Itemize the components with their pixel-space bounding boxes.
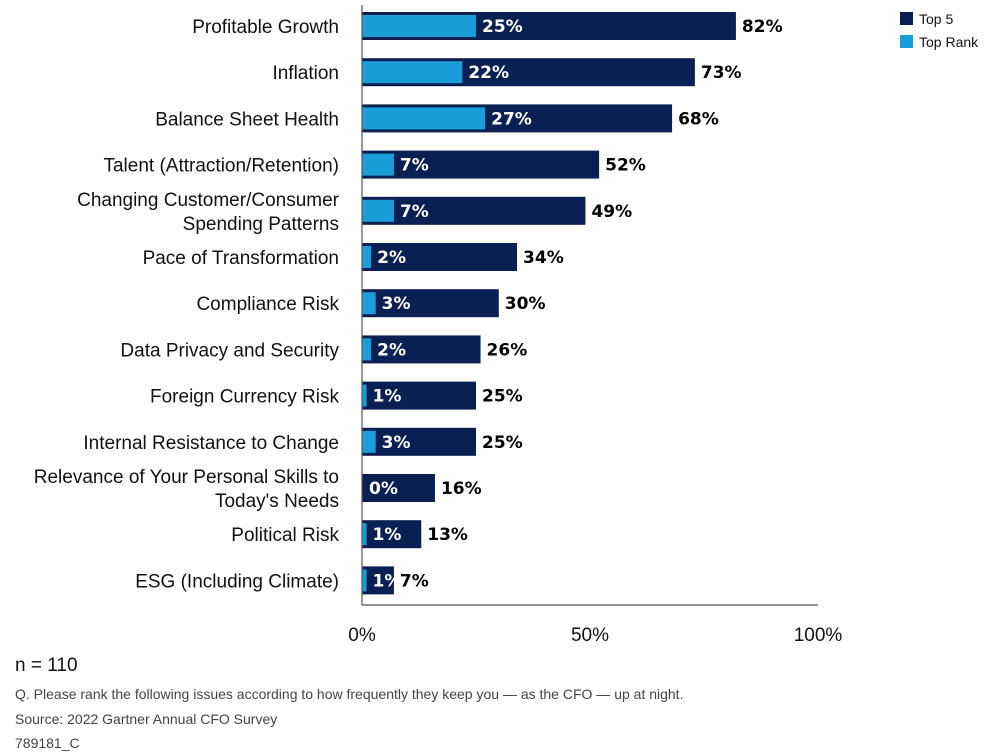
bar-top-rank — [362, 523, 367, 546]
bar-top5 — [362, 381, 476, 410]
category-label: Profitable Growth — [192, 17, 339, 38]
top5-value-label: 49% — [591, 202, 632, 222]
category-labels-group: Profitable Growth Inflation Balance Sheet … — [34, 17, 340, 592]
bars-group: 25% 82% 22% 73% 27% 68% 7% 52% 7% 49% 2% 34% 3% 30% 2%… — [362, 12, 783, 595]
figure-code: 789181_C — [15, 735, 80, 751]
bar-top-rank — [362, 107, 486, 130]
bar-top5 — [362, 520, 422, 549]
bar-top-rank — [362, 384, 367, 407]
bar-top5 — [362, 150, 600, 179]
bar-top-rank — [362, 338, 372, 361]
bar-top-rank — [362, 569, 367, 592]
bar-chart: 25% 82% 22% 73% 27% 68% 7% 52% 7% 49% 2% 34% 3% 30% 2%… — [34, 5, 979, 646]
category-label: Internal Resistance to Change — [83, 433, 339, 454]
category-label: Data Privacy and Security — [120, 340, 339, 361]
top-rank-value-label: 7% — [400, 202, 429, 222]
category-label: Pace of Transformation — [143, 248, 339, 269]
category-label: Compliance Risk — [196, 294, 339, 315]
sample-size-note: n = 110 — [15, 655, 78, 676]
bar-top5 — [362, 243, 518, 271]
category-label: Balance Sheet Health — [155, 109, 339, 130]
top-rank-value-label: 25% — [482, 17, 523, 37]
category-label: Foreign Currency Risk — [150, 387, 339, 408]
top5-value-label: 25% — [482, 387, 523, 407]
bar-top5 — [362, 196, 586, 225]
bar-top-rank — [362, 292, 376, 315]
category-label: Relevance of Your Personal Skills to Toda… — [34, 467, 339, 512]
top5-value-label: 34% — [523, 248, 564, 268]
top-rank-value-label: 7% — [400, 156, 429, 176]
top5-value-label: 16% — [441, 479, 482, 499]
top-rank-value-label: 27% — [491, 109, 532, 129]
legend: Top 5 Top Rank — [900, 11, 979, 50]
top-rank-value-label: 2% — [377, 248, 406, 268]
category-label: Inflation — [272, 63, 339, 84]
top-rank-value-label: 1% — [373, 525, 402, 545]
source-note: Source: 2022 Gartner Annual CFO Survey — [15, 711, 278, 727]
legend-swatch — [900, 12, 913, 25]
bar-top5 — [362, 474, 435, 502]
x-tick-label: 50% — [571, 625, 609, 646]
top5-value-label: 26% — [487, 340, 528, 360]
bar-top-rank — [362, 246, 372, 268]
question-note: Q. Please rank the following issues acco… — [15, 686, 684, 702]
top-rank-value-label: 1% — [373, 387, 402, 407]
bar-top-rank — [362, 15, 476, 37]
category-label: Talent (Attraction/Retention) — [103, 156, 339, 177]
legend-label: Top Rank — [919, 34, 979, 50]
top5-value-label: 52% — [605, 156, 646, 176]
bar-top-rank — [362, 153, 394, 176]
top-rank-value-label: 2% — [377, 340, 406, 360]
bar-top-rank — [362, 61, 463, 84]
bar-top5 — [362, 427, 476, 456]
top-rank-value-label: 22% — [468, 63, 509, 83]
bar-top-rank — [362, 430, 376, 453]
top5-value-label: 25% — [482, 433, 523, 453]
bar-top5 — [362, 289, 499, 318]
top-rank-value-label: 1% — [373, 571, 402, 591]
top5-value-label: 73% — [701, 63, 742, 83]
top-rank-value-label: 0% — [369, 479, 398, 499]
x-tick-label: 100% — [794, 625, 843, 646]
top5-value-label: 68% — [678, 109, 719, 129]
top5-value-label: 13% — [427, 525, 468, 545]
top-rank-value-label: 3% — [382, 433, 411, 453]
x-ticks-group: 0% 50% 100% — [348, 625, 842, 646]
top-rank-value-label: 3% — [382, 294, 411, 314]
legend-label: Top 5 — [919, 11, 953, 27]
top5-value-label: 82% — [742, 17, 783, 37]
bar-top5 — [362, 335, 481, 364]
x-tick-label: 0% — [348, 625, 376, 646]
bar-top-rank — [362, 199, 394, 222]
bar-top5 — [362, 566, 394, 595]
top5-value-label: 7% — [400, 571, 429, 591]
category-label: Changing Customer/Consumer Spending Patte… — [77, 190, 340, 235]
legend-swatch — [900, 35, 913, 48]
top5-value-label: 30% — [505, 294, 546, 314]
category-label: Political Risk — [231, 525, 339, 546]
category-label: ESG (Including Climate) — [135, 571, 339, 592]
